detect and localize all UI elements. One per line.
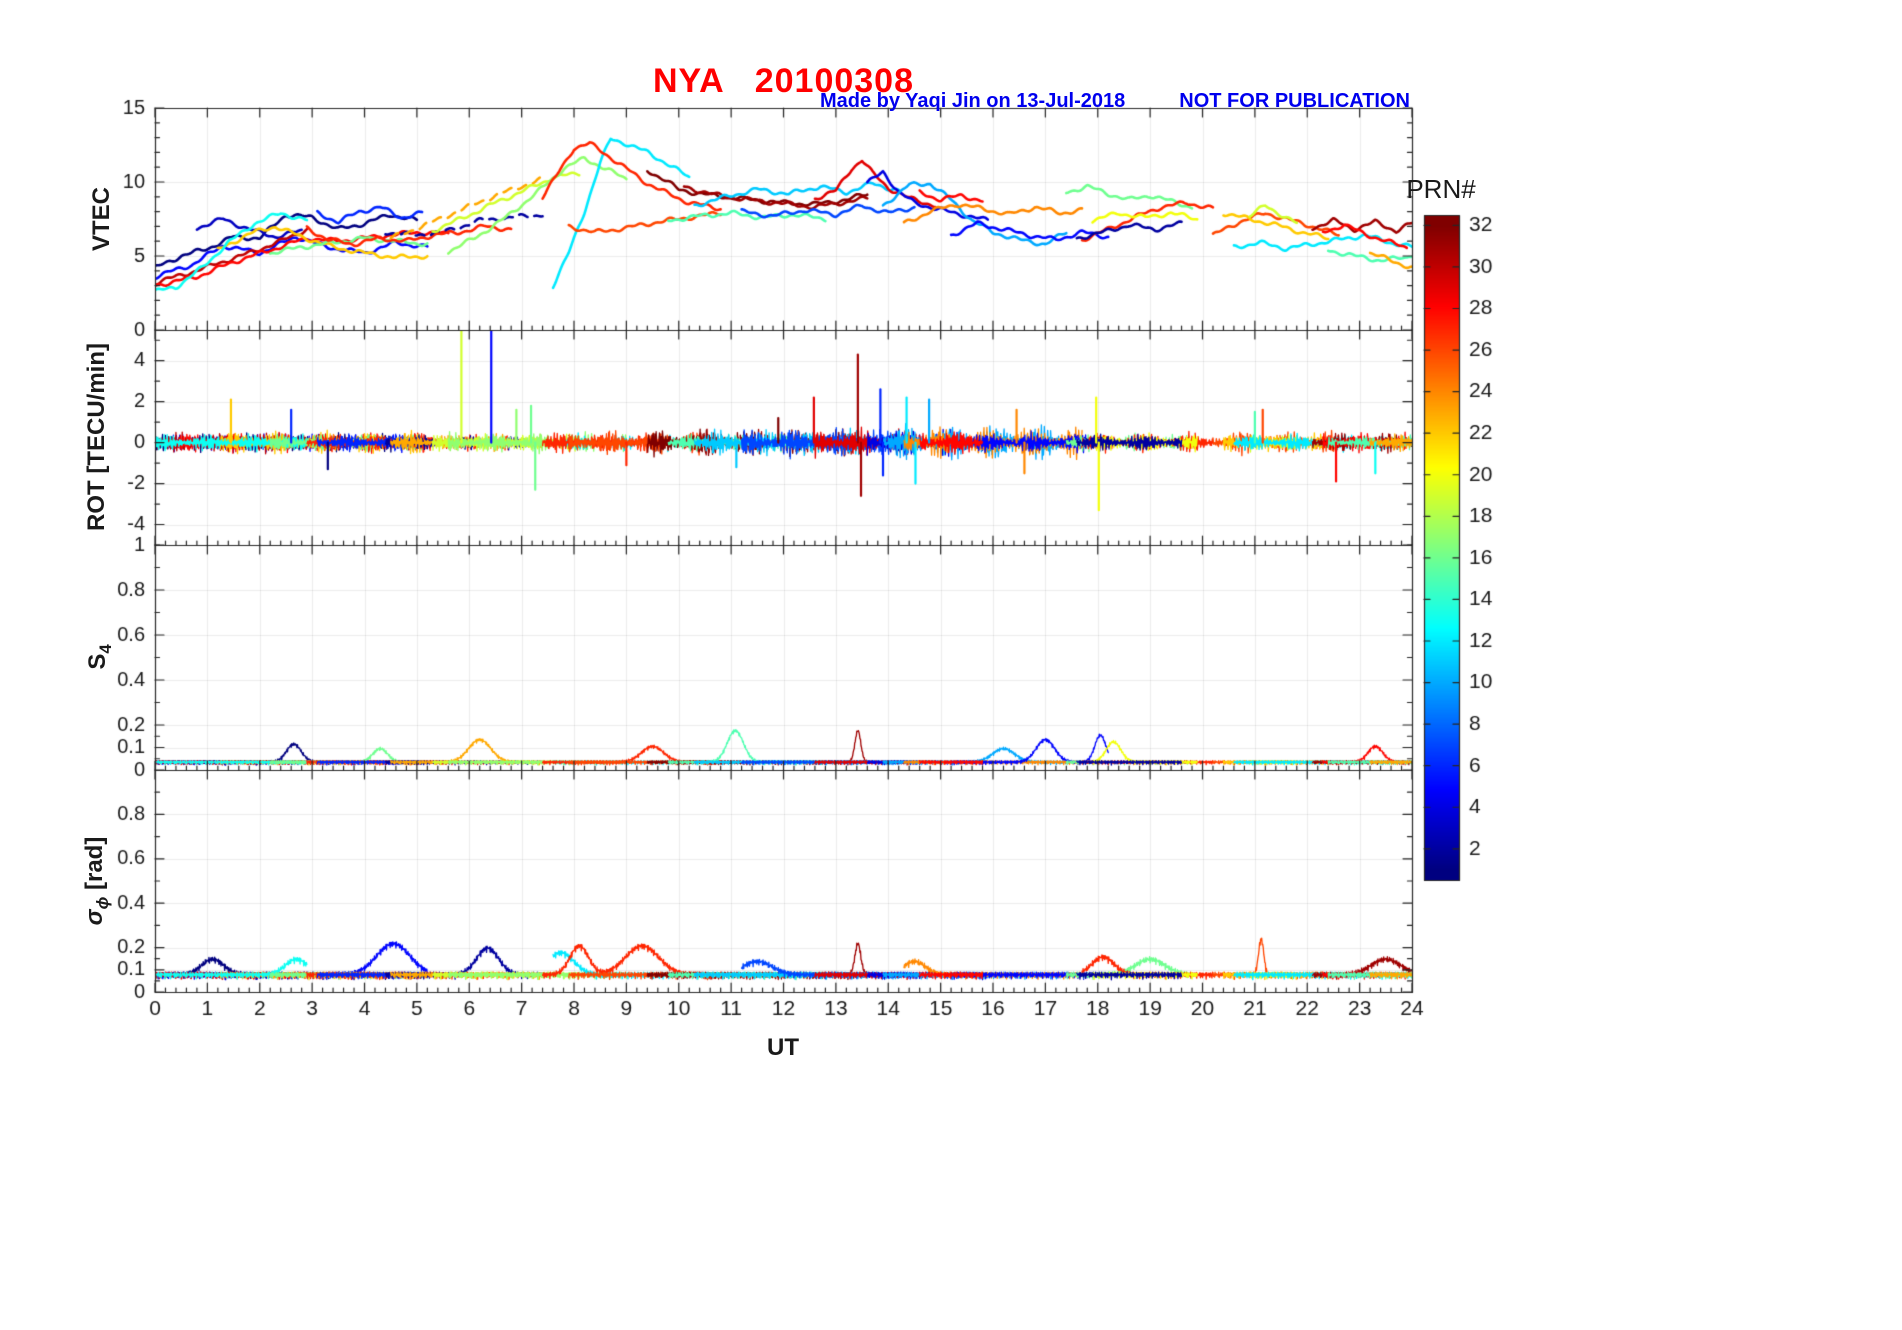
ylabel-vtec-text: VTEC — [88, 186, 115, 252]
credit-line: Made by Yaqi Jin on 13-Jul-2018 NOT FOR … — [820, 90, 1410, 113]
ylabel-s4-sub: 4 — [95, 644, 115, 654]
x-axis-label: UT — [767, 1034, 799, 1061]
ylabel-sigma-text: σ — [81, 909, 109, 926]
credit-text: Made by Yaqi Jin on 13-Jul-2018 — [819, 90, 1126, 112]
ylabel-vtec: VTEC — [88, 187, 116, 251]
colorbar-label: PRN# — [1406, 174, 1476, 204]
ylabel-sigma-sub: ϕ — [92, 896, 112, 910]
publication-notice: NOT FOR PUBLICATION — [1179, 90, 1410, 112]
chart-title: NYA 20100308 — [652, 62, 914, 100]
ylabel-rot: ROT [TECU/min] — [83, 343, 111, 531]
ylabel-sigma-unit: [rad] — [81, 836, 109, 897]
ylabel-s4: S4 — [84, 644, 116, 669]
ylabel-s4-text: S — [84, 653, 112, 670]
ylabel-rot-text: ROT [TECU/min] — [83, 343, 110, 531]
ylabel-sigma-phi: σϕ [rad] — [81, 837, 113, 926]
